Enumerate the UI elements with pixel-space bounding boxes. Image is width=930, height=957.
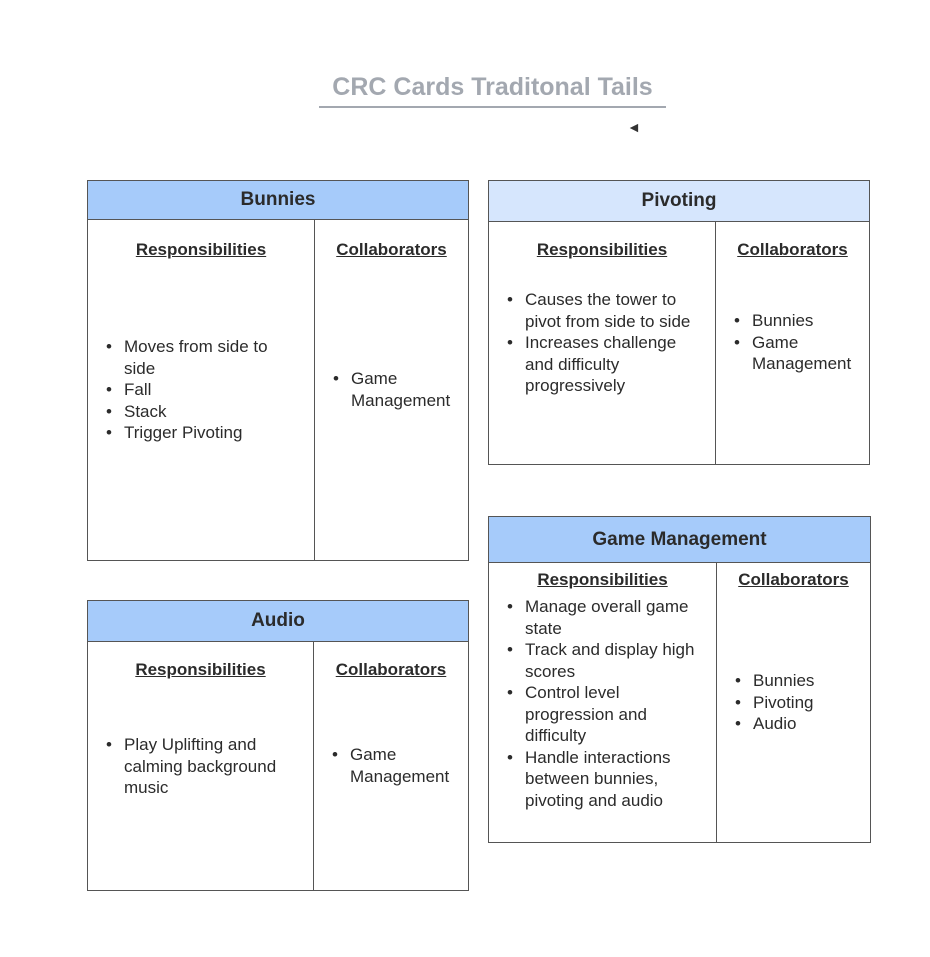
responsibilities-column: Responsibilities Moves from side to side…: [88, 220, 315, 560]
collaborators-heading: Collaborators: [737, 240, 848, 259]
card-header: Bunnies: [88, 181, 468, 220]
crc-card-pivoting[interactable]: Pivoting Responsibilities Causes the tow…: [488, 180, 870, 465]
responsibilities-list: Play Uplifting and calming background mu…: [88, 734, 299, 799]
responsibilities-heading: Responsibilities: [536, 240, 668, 259]
list-item: Control level progression and difficulty: [507, 682, 707, 747]
collaborators-column: Collaborators BunniesGame Management: [716, 222, 869, 464]
list-item: Fall: [106, 379, 284, 401]
responsibilities-column: Responsibilities Manage overall game sta…: [489, 563, 717, 842]
card-header: Pivoting: [489, 181, 869, 222]
card-header: Audio: [88, 601, 468, 642]
arrow-left-icon: ◄: [627, 119, 641, 135]
collaborators-column: Collaborators Game Management: [315, 220, 468, 560]
diagram-title: CRC Cards Traditonal Tails: [319, 73, 666, 108]
collaborators-list: BunniesPivotingAudio: [717, 670, 863, 735]
responsibilities-column: Responsibilities Causes the tower to piv…: [489, 222, 716, 464]
responsibilities-heading: Responsibilities: [135, 660, 266, 679]
list-item: Stack: [106, 401, 284, 423]
list-item: Audio: [735, 713, 863, 735]
list-item: Track and display high scores: [507, 639, 707, 682]
crc-card-bunnies[interactable]: Bunnies Responsibilities Moves from side…: [87, 180, 469, 561]
responsibilities-list: Manage overall game stateTrack and displ…: [489, 596, 707, 811]
collaborators-list: BunniesGame Management: [716, 310, 862, 375]
list-item: Manage overall game state: [507, 596, 707, 639]
list-item: Bunnies: [734, 310, 862, 332]
collaborators-list: Game Management: [315, 368, 471, 411]
crc-card-game-management[interactable]: Game Management Responsibilities Manage …: [488, 516, 871, 843]
list-item: Handle interactions between bunnies, piv…: [507, 747, 707, 812]
list-item: Moves from side to side: [106, 336, 284, 379]
crc-card-audio[interactable]: Audio Responsibilities Play Uplifting an…: [87, 600, 469, 891]
list-item: Pivoting: [735, 692, 863, 714]
collaborators-heading: Collaborators: [335, 660, 447, 679]
responsibilities-column: Responsibilities Play Uplifting and calm…: [88, 642, 314, 890]
responsibilities-list: Moves from side to sideFallStackTrigger …: [88, 336, 284, 444]
collaborators-column: Collaborators Game Management: [314, 642, 468, 890]
list-item: Bunnies: [735, 670, 863, 692]
list-item: Game Management: [734, 332, 862, 375]
list-item: Trigger Pivoting: [106, 422, 284, 444]
responsibilities-heading: Responsibilities: [537, 570, 668, 589]
card-header: Game Management: [489, 517, 870, 563]
responsibilities-heading: Responsibilities: [135, 240, 267, 259]
list-item: Causes the tower to pivot from side to s…: [507, 289, 700, 332]
list-item: Play Uplifting and calming background mu…: [106, 734, 299, 799]
list-item: Increases challenge and difficulty progr…: [507, 332, 700, 397]
collaborators-heading: Collaborators: [336, 240, 447, 259]
collaborators-list: Game Management: [314, 744, 470, 787]
collaborators-heading: Collaborators: [738, 570, 849, 589]
list-item: Game Management: [333, 368, 471, 411]
list-item: Game Management: [332, 744, 470, 787]
collaborators-column: Collaborators BunniesPivotingAudio: [717, 563, 870, 842]
responsibilities-list: Causes the tower to pivot from side to s…: [489, 289, 700, 397]
